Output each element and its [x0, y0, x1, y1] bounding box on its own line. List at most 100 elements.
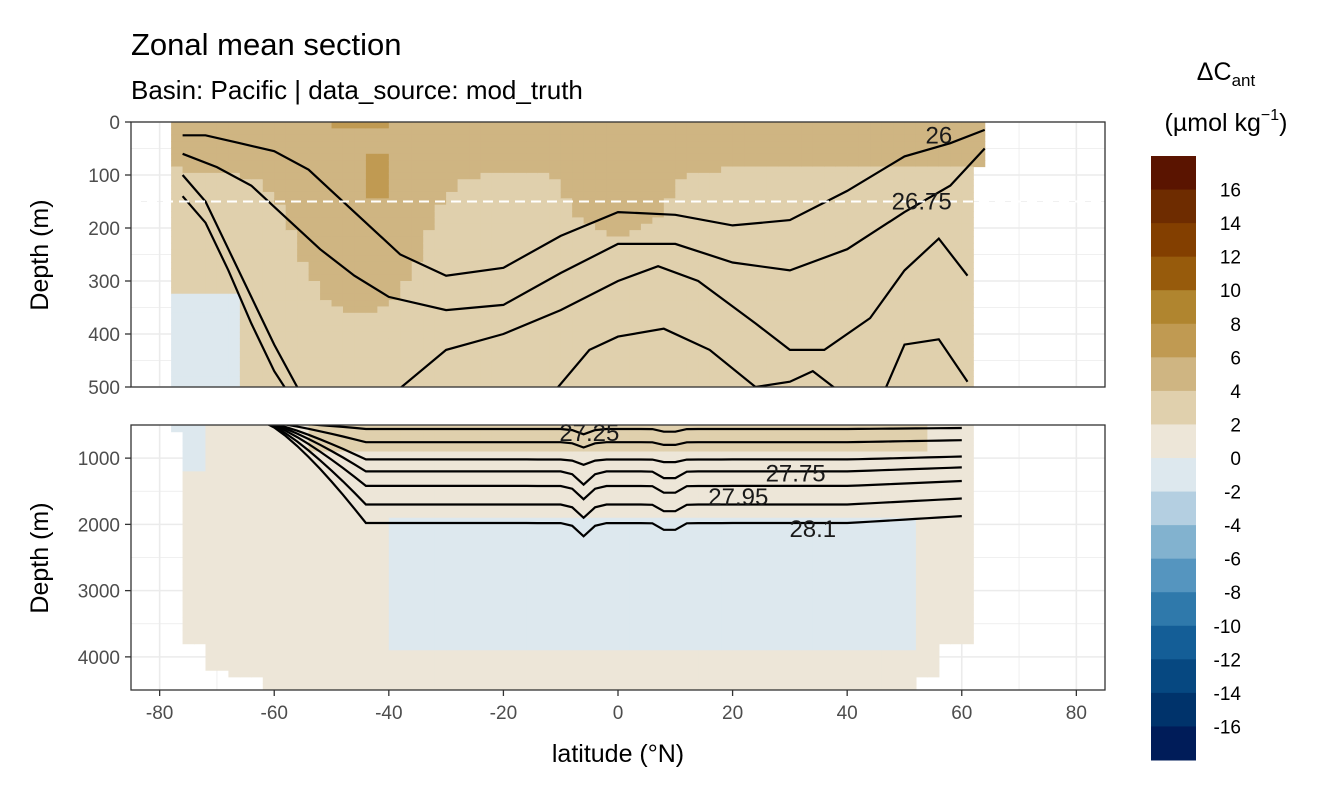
field-cell — [469, 153, 482, 161]
field-cell — [698, 491, 711, 499]
field-cell — [766, 281, 780, 288]
field-cell — [308, 204, 321, 212]
field-cell — [228, 570, 241, 578]
field-cell — [194, 312, 207, 320]
field-cell — [950, 141, 963, 149]
field-cell — [469, 650, 482, 658]
field-cell — [205, 147, 218, 155]
field-cell — [744, 236, 757, 244]
field-cell — [870, 268, 883, 276]
field-cell — [847, 312, 860, 320]
field-cell — [755, 350, 768, 358]
field-cell — [331, 249, 344, 257]
field-cell — [216, 179, 229, 187]
field-cell — [434, 204, 447, 212]
field-cell — [205, 451, 218, 459]
field-cell — [675, 249, 688, 257]
field-cell — [812, 236, 825, 244]
field-cell — [698, 376, 711, 384]
field-cell — [893, 230, 906, 238]
field-cell — [721, 191, 734, 199]
field-cell — [480, 179, 493, 187]
field-cell — [938, 211, 951, 218]
field-cell — [606, 623, 619, 631]
field-cell — [411, 537, 424, 545]
field-cell — [560, 128, 573, 136]
field-cell — [961, 293, 974, 301]
field-cell — [663, 128, 676, 136]
field-cell — [182, 147, 195, 155]
field-cell — [732, 557, 745, 565]
field-cell — [778, 312, 791, 320]
field-cell — [812, 204, 825, 212]
field-cell — [915, 382, 928, 387]
field-cell — [583, 166, 596, 174]
field-cell — [228, 610, 241, 618]
field-cell — [239, 293, 252, 301]
field-cell — [881, 300, 894, 308]
field-cell — [388, 191, 401, 199]
field-cell — [675, 370, 688, 377]
field-cell — [686, 312, 699, 320]
field-cell — [469, 128, 482, 136]
field-cell — [640, 511, 653, 519]
field-cell — [228, 249, 241, 257]
field-cell — [961, 191, 974, 199]
field-cell — [239, 363, 252, 371]
field-cell — [354, 370, 367, 377]
field-cell — [629, 683, 642, 690]
field-cell — [595, 531, 608, 539]
field-cell — [434, 663, 447, 671]
field-cell — [331, 497, 344, 506]
field-cell — [469, 531, 482, 539]
field-cell — [297, 179, 310, 187]
field-cell — [285, 491, 298, 499]
field-cell — [698, 350, 711, 358]
field-cell — [365, 255, 378, 263]
field-cell — [331, 570, 344, 578]
field-cell — [893, 338, 906, 346]
field-cell — [423, 153, 436, 161]
field-cell — [709, 511, 722, 519]
field-cell — [721, 134, 734, 142]
field-cell — [308, 306, 321, 314]
field-cell — [228, 444, 241, 453]
field-cell — [457, 325, 470, 333]
field-cell — [961, 287, 974, 295]
field-cell — [469, 504, 482, 512]
field-cell — [434, 331, 447, 339]
field-cell — [274, 438, 287, 446]
field-cell — [514, 344, 527, 352]
field-cell — [595, 570, 608, 578]
field-cell — [583, 281, 596, 288]
field-cell — [766, 236, 780, 244]
field-cell — [801, 331, 814, 339]
field-cell — [342, 338, 356, 346]
field-cell — [342, 242, 356, 250]
field-cell — [744, 312, 757, 320]
field-cell — [182, 597, 195, 605]
field-cell — [228, 230, 241, 238]
field-cell — [652, 160, 665, 168]
field-cell — [595, 160, 608, 168]
field-cell — [766, 153, 780, 161]
field-cell — [388, 179, 401, 187]
field-cell — [537, 319, 550, 327]
field-cell — [251, 650, 264, 658]
field-cell — [194, 211, 207, 218]
field-cell — [365, 524, 378, 532]
field-cell — [595, 147, 608, 155]
field-cell — [537, 451, 550, 459]
field-cell — [354, 338, 367, 346]
field-cell — [457, 185, 470, 193]
field-cell — [663, 249, 676, 257]
field-cell — [686, 350, 699, 358]
field-cell — [377, 153, 390, 161]
field-cell — [491, 236, 505, 244]
field-cell — [744, 431, 757, 439]
field-cell — [744, 172, 757, 180]
field-cell — [663, 590, 676, 598]
field-cell — [423, 306, 436, 314]
field-cell — [446, 617, 459, 625]
field-cell — [572, 637, 585, 645]
